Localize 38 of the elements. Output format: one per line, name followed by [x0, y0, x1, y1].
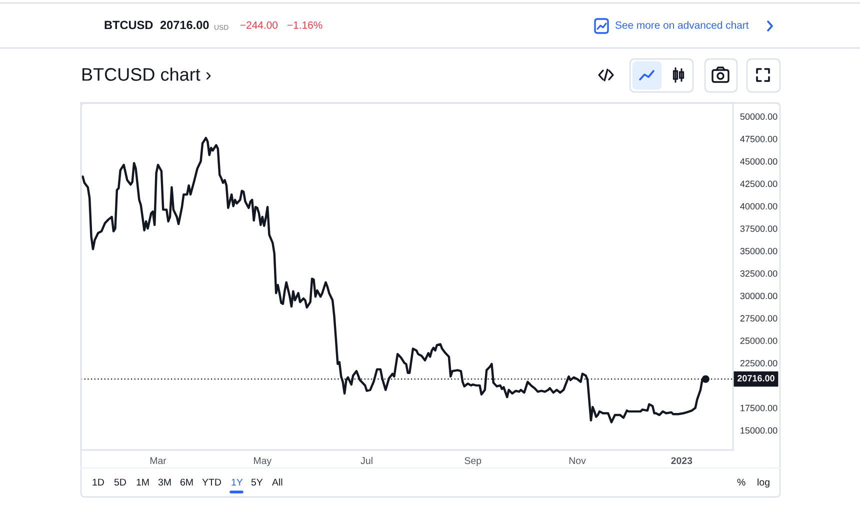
- y-tick-label: 27500.00: [740, 315, 778, 322]
- y-tick-label: 35000.00: [740, 248, 778, 254]
- chart-title: BTCUSD chart ›: [82, 68, 211, 81]
- x-tick-label: Jul: [360, 456, 372, 464]
- text: 1M: [136, 478, 149, 486]
- y-tick-label: 47500.00: [740, 136, 778, 142]
- text: All: [272, 478, 282, 486]
- text: −244.00: [240, 21, 278, 29]
- text: 3M: [158, 478, 171, 486]
- text: −1.16%: [288, 21, 322, 29]
- text: 5D: [114, 478, 126, 486]
- y-tick-label: 37500.00: [740, 225, 778, 232]
- y-tick-label: 32500.00: [740, 270, 778, 277]
- text: See more on advanced chart: [615, 21, 749, 29]
- y-tick-label: 25000.00: [740, 338, 778, 344]
- y-tick-label: 45000.00: [740, 158, 778, 165]
- text: %: [737, 478, 746, 486]
- text: log: [758, 478, 770, 488]
- text: 6M: [180, 478, 193, 486]
- y-tick-label: 15000.00: [740, 427, 778, 434]
- x-tick-label: Mar: [150, 457, 166, 464]
- y-tick-label: 17500.00: [740, 404, 778, 412]
- text: 1D: [92, 478, 104, 486]
- text: YTD: [202, 478, 221, 486]
- text: 20716.00: [160, 20, 209, 30]
- y-tick-label: 40000.00: [740, 203, 778, 210]
- x-tick-label: Sep: [464, 457, 482, 466]
- ref-line-label: 20716.00: [737, 375, 774, 382]
- y-tick-label: 42500.00: [740, 180, 778, 188]
- text: BTCUSD: [104, 20, 153, 30]
- x-tick-label: 2023: [671, 457, 692, 464]
- y-tick-label: 50000.00: [740, 113, 778, 120]
- y-tick-label: 22500.00: [740, 360, 778, 366]
- x-tick-label: May: [254, 457, 272, 466]
- x-tick-label: Nov: [569, 457, 586, 464]
- text: 1Y: [232, 478, 243, 486]
- text: 5Y: [251, 478, 263, 486]
- y-tick-label: 30000.00: [740, 292, 778, 300]
